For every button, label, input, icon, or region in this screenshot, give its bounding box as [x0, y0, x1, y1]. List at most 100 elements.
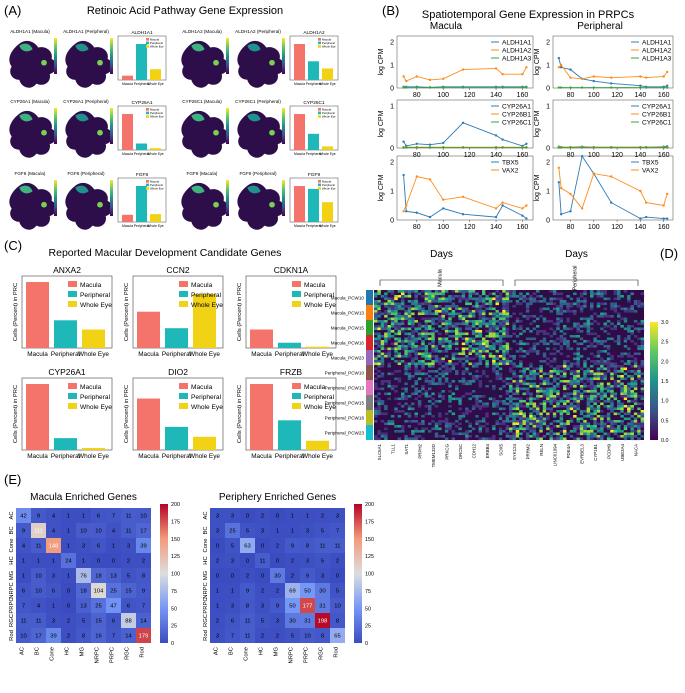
heatmap-cell: [627, 400, 631, 403]
heatmap-cell: [404, 327, 408, 331]
heatmap-cell: [397, 400, 402, 403]
heatmap-cell: [623, 385, 628, 388]
heatmap-cell: [210, 538, 225, 553]
heatmap-cell: [424, 290, 429, 293]
heatmap-cell: [525, 392, 530, 396]
heatmap-cell: [620, 325, 624, 328]
heatmap-cell: [620, 295, 624, 298]
heatmap-cell: [380, 392, 385, 396]
heatmap-cell: [315, 508, 330, 523]
heatmap-cell: [606, 312, 611, 316]
heatmap-cell: [465, 290, 469, 293]
heatmap-cell: [428, 367, 432, 371]
heatmap-cell: [444, 350, 449, 353]
bar-legend-label-cyp26a1-1: Peripheral: [150, 111, 163, 115]
heatmap-cell: [563, 437, 567, 441]
heatmap-cell: [461, 337, 466, 341]
heatmap-cell: [512, 322, 516, 326]
series-point-cyp26c1: [461, 146, 465, 149]
bar-legend-label-fgf9-1: Peripheral: [322, 183, 335, 187]
heatmap-cell: [434, 345, 439, 348]
heatmap-cell: [424, 387, 429, 391]
series-point-aldh1a1: [639, 84, 642, 87]
heatmap-cell: [478, 347, 483, 351]
heatmap-cell: [424, 370, 429, 373]
series-point-cyp26a1: [501, 138, 504, 141]
heatmap-cell: [610, 362, 614, 366]
colorbar-tick: 150: [171, 537, 180, 543]
heatmap-cell: [596, 290, 601, 293]
heatmap-cell: [407, 350, 412, 353]
heatmap-cell: [552, 330, 557, 333]
heatmap-cell: [590, 317, 594, 321]
bar-legend-swatch-fgf9-0: [318, 180, 321, 183]
heatmap-cell: [475, 392, 479, 396]
heatmap-cell: [573, 377, 577, 381]
x-tick-label: 80: [413, 152, 421, 159]
series-point-vax2: [402, 210, 405, 213]
heatmap-cell: [556, 367, 560, 371]
heatmap-cell: [438, 350, 442, 353]
heatmap-cell: [549, 300, 553, 303]
heatmap-cell: [270, 613, 285, 628]
heatmap-cell: [505, 387, 510, 391]
heatmap-cell: [546, 390, 550, 393]
heatmap-cell: [519, 370, 523, 373]
heatmap-cell: [431, 300, 435, 303]
heatmap-cell: [606, 337, 611, 341]
series-point-aldh1a3: [461, 86, 465, 89]
heatmap-value: 2: [261, 589, 264, 595]
heatmap-cell: [374, 412, 378, 416]
heatmap-cell: [404, 365, 408, 368]
series-point-aldh1a3: [428, 86, 432, 89]
x-tick-label-cone: Cone: [50, 647, 56, 661]
heatmap-cell: [606, 435, 611, 438]
heatmap-cell: [566, 412, 570, 416]
heatmap-cell: [407, 332, 412, 336]
heatmap-cell: [620, 397, 624, 401]
heatmap-value: 8: [246, 604, 249, 610]
heatmap-cell: [519, 405, 523, 408]
heatmap-cell: [617, 290, 621, 293]
x-tick-label: Peripheral: [162, 351, 191, 358]
series-point-tbx5: [442, 207, 445, 210]
heatmap-cell: [300, 538, 315, 553]
heatmap-cell: [444, 377, 449, 381]
heatmap-cell: [600, 340, 604, 343]
col-label-slc6a1: SLC6A1: [377, 443, 382, 460]
heatmap-cell: [606, 325, 611, 328]
heatmap-cell: [438, 372, 442, 376]
heatmap-cell: [330, 553, 345, 568]
heatmap-value: 148: [49, 544, 59, 550]
heatmap-cell: [401, 392, 405, 396]
heatmap-cell: [620, 380, 624, 383]
series-point-cyp26a1: [525, 142, 528, 145]
heatmap-cell: [546, 292, 550, 296]
heatmap-cell: [384, 335, 388, 338]
heatmap-cell: [633, 350, 638, 353]
heatmap-cell: [637, 337, 641, 341]
heatmap-cell: [613, 432, 618, 436]
heatmap-cell: [640, 347, 645, 351]
heatmap-cell: [576, 400, 580, 403]
heatmap-cell: [563, 365, 567, 368]
umap-hotspot-dot: [269, 129, 275, 136]
heatmap-cell: [401, 322, 405, 326]
heatmap-cell: [478, 290, 483, 293]
heatmap-cell: [630, 380, 634, 383]
heatmap-cell: [451, 357, 456, 361]
heatmap-cell: [384, 392, 388, 396]
heatmap-cell: [438, 412, 442, 416]
heatmap-cell: [515, 412, 520, 416]
legend-label-macula: Macula: [191, 282, 213, 289]
heatmap-cell: [536, 412, 540, 416]
heatmap-value: 13: [110, 574, 116, 580]
heatmap-cell: [502, 322, 506, 326]
heatmap-cell: [576, 365, 580, 368]
umap-colorbar: [282, 180, 285, 216]
series-point-cyp26a1: [428, 143, 432, 146]
umap-cells: [9, 182, 57, 230]
x-tick-label: Macula: [138, 351, 159, 358]
heatmap-cell: [593, 435, 597, 438]
